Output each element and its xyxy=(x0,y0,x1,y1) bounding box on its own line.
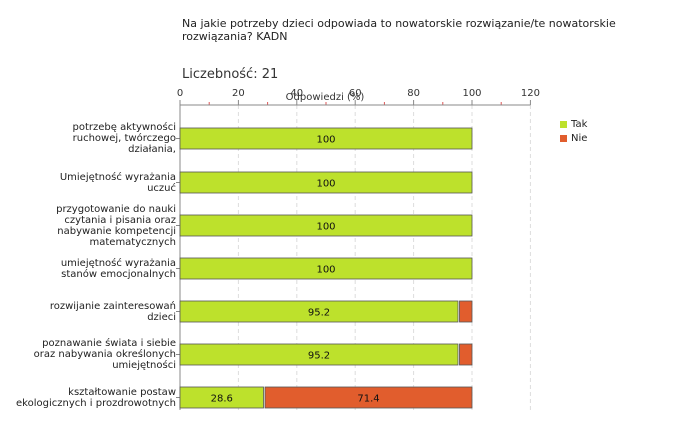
legend-swatch-nie xyxy=(560,134,567,142)
bar-nie xyxy=(264,386,473,409)
legend-item-nie: Nie xyxy=(560,131,587,145)
category-label: Umiejętność wyrażania uczuć xyxy=(59,171,176,194)
bar-value-label: 95.2 xyxy=(308,351,330,362)
bar-value-label: 95.2 xyxy=(308,308,330,319)
x-axis-title: Odpowiedzi (%) xyxy=(285,92,365,103)
bar-tak xyxy=(179,343,459,366)
legend: Tak Nie xyxy=(560,117,587,145)
x-tick-label: 60 xyxy=(349,88,362,99)
bar-tak xyxy=(179,300,459,323)
count-value: 21 xyxy=(261,67,279,82)
bar-value-label: 100 xyxy=(316,222,335,233)
x-tick-label: 0 xyxy=(177,88,183,99)
bar-value-label: 100 xyxy=(316,135,335,146)
x-tick-label: 20 xyxy=(232,88,245,99)
legend-swatch-tak xyxy=(560,120,567,128)
x-tick-label: 80 xyxy=(407,88,420,99)
legend-label-tak: Tak xyxy=(571,118,588,130)
bar-tak xyxy=(179,127,473,150)
bar-tak xyxy=(179,257,473,280)
bar-value-label: 28.6 xyxy=(211,394,233,405)
bar-tak xyxy=(179,171,473,194)
chart-title: Na jakie potrzeby dzieci odpowiada to no… xyxy=(182,17,616,43)
category-label: rozwijanie zainteresowań dzieci xyxy=(49,300,176,323)
bar-value-label: 100 xyxy=(316,179,335,190)
bar-nie xyxy=(459,300,473,323)
bar-value-label: 100 xyxy=(316,265,335,276)
bar-tak xyxy=(179,214,473,237)
x-tick-label: 120 xyxy=(521,88,540,99)
legend-label-nie: Nie xyxy=(571,132,588,144)
x-tick-label: 40 xyxy=(290,88,303,99)
category-label: poznawanie świata i siebie oraz nabywania… xyxy=(33,338,176,371)
sample-size: Liczebność: 21 xyxy=(182,67,278,82)
category-label: potrzebę aktywności ruchowej, twórczego dz… xyxy=(72,122,176,155)
x-tick-label: 100 xyxy=(462,88,481,99)
legend-item-tak: Tak xyxy=(560,117,587,131)
category-label: umiejętność wyrażania stanów emocjonalnyc… xyxy=(60,257,176,280)
bar-value-label: 71.4 xyxy=(357,394,379,405)
count-label: Liczebność: xyxy=(182,67,258,82)
bar-nie xyxy=(459,343,473,366)
category-label: przygotowanie do nauki czytania i pisania… xyxy=(56,203,176,248)
category-label: kształtowanie postaw ekologicznych i proz… xyxy=(16,386,176,409)
bar-tak xyxy=(179,386,264,409)
